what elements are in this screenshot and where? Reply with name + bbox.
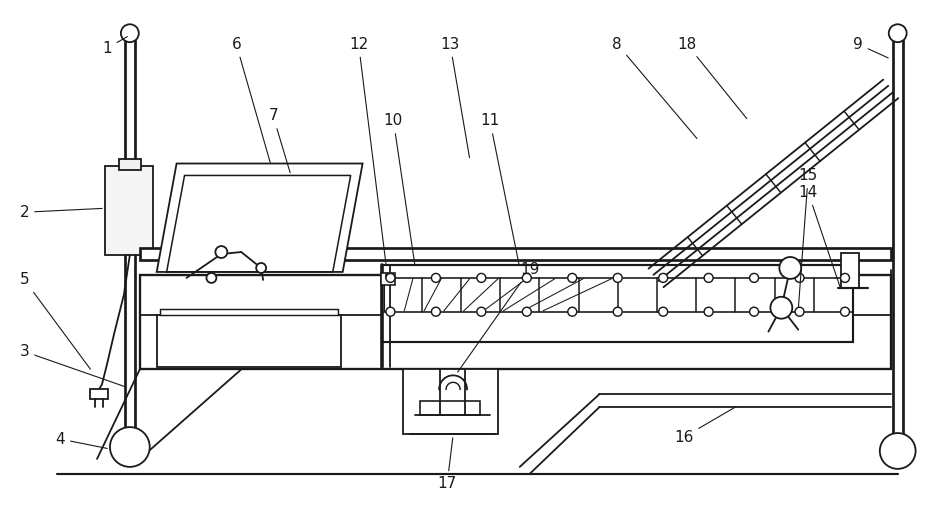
Circle shape [477, 274, 486, 282]
Circle shape [770, 297, 792, 319]
Text: 19: 19 [457, 263, 539, 372]
Circle shape [207, 273, 216, 283]
Text: 6: 6 [231, 37, 271, 163]
Bar [105, 166, 153, 255]
Circle shape [522, 274, 531, 282]
Circle shape [386, 274, 395, 282]
Circle shape [888, 24, 906, 42]
Text: 14: 14 [799, 185, 840, 287]
Circle shape [431, 307, 440, 316]
Bar [140, 275, 891, 370]
Text: 10: 10 [384, 113, 415, 265]
Circle shape [477, 307, 486, 316]
Text: 1: 1 [102, 36, 127, 56]
Text: 4: 4 [56, 431, 108, 448]
Circle shape [750, 307, 758, 316]
Text: 5: 5 [20, 272, 91, 369]
Bar [383, 265, 853, 342]
Text: 11: 11 [480, 113, 520, 265]
Text: 2: 2 [20, 205, 102, 220]
Text: 7: 7 [268, 108, 290, 173]
Bar [157, 315, 340, 367]
Circle shape [431, 274, 440, 282]
Bar [404, 370, 498, 434]
Circle shape [795, 307, 804, 316]
Circle shape [840, 307, 850, 316]
Text: 9: 9 [853, 37, 888, 58]
Circle shape [215, 246, 227, 258]
Circle shape [613, 274, 622, 282]
Circle shape [256, 263, 266, 273]
Circle shape [568, 274, 577, 282]
Circle shape [795, 274, 804, 282]
Text: 8: 8 [612, 37, 697, 139]
Bar [421, 401, 480, 415]
Bar [119, 158, 141, 170]
Circle shape [568, 307, 577, 316]
Text: 3: 3 [20, 344, 124, 386]
Bar [382, 273, 395, 285]
Polygon shape [157, 163, 363, 272]
Text: 15: 15 [799, 168, 818, 307]
Text: 12: 12 [349, 37, 386, 265]
Circle shape [750, 274, 758, 282]
Circle shape [779, 257, 802, 279]
Text: 18: 18 [677, 37, 747, 118]
Circle shape [659, 307, 668, 316]
Circle shape [110, 427, 150, 467]
Bar [387, 273, 391, 278]
Circle shape [840, 274, 850, 282]
Circle shape [121, 24, 139, 42]
Circle shape [704, 307, 713, 316]
Circle shape [613, 307, 622, 316]
Bar [90, 389, 108, 399]
Text: 13: 13 [440, 37, 470, 158]
Bar [159, 309, 338, 315]
Text: 17: 17 [438, 438, 456, 491]
Circle shape [386, 307, 395, 316]
Circle shape [659, 274, 668, 282]
Text: 16: 16 [674, 406, 736, 445]
Circle shape [522, 307, 531, 316]
Circle shape [704, 274, 713, 282]
Bar [841, 253, 859, 288]
Circle shape [880, 433, 916, 469]
Bar [140, 248, 891, 260]
